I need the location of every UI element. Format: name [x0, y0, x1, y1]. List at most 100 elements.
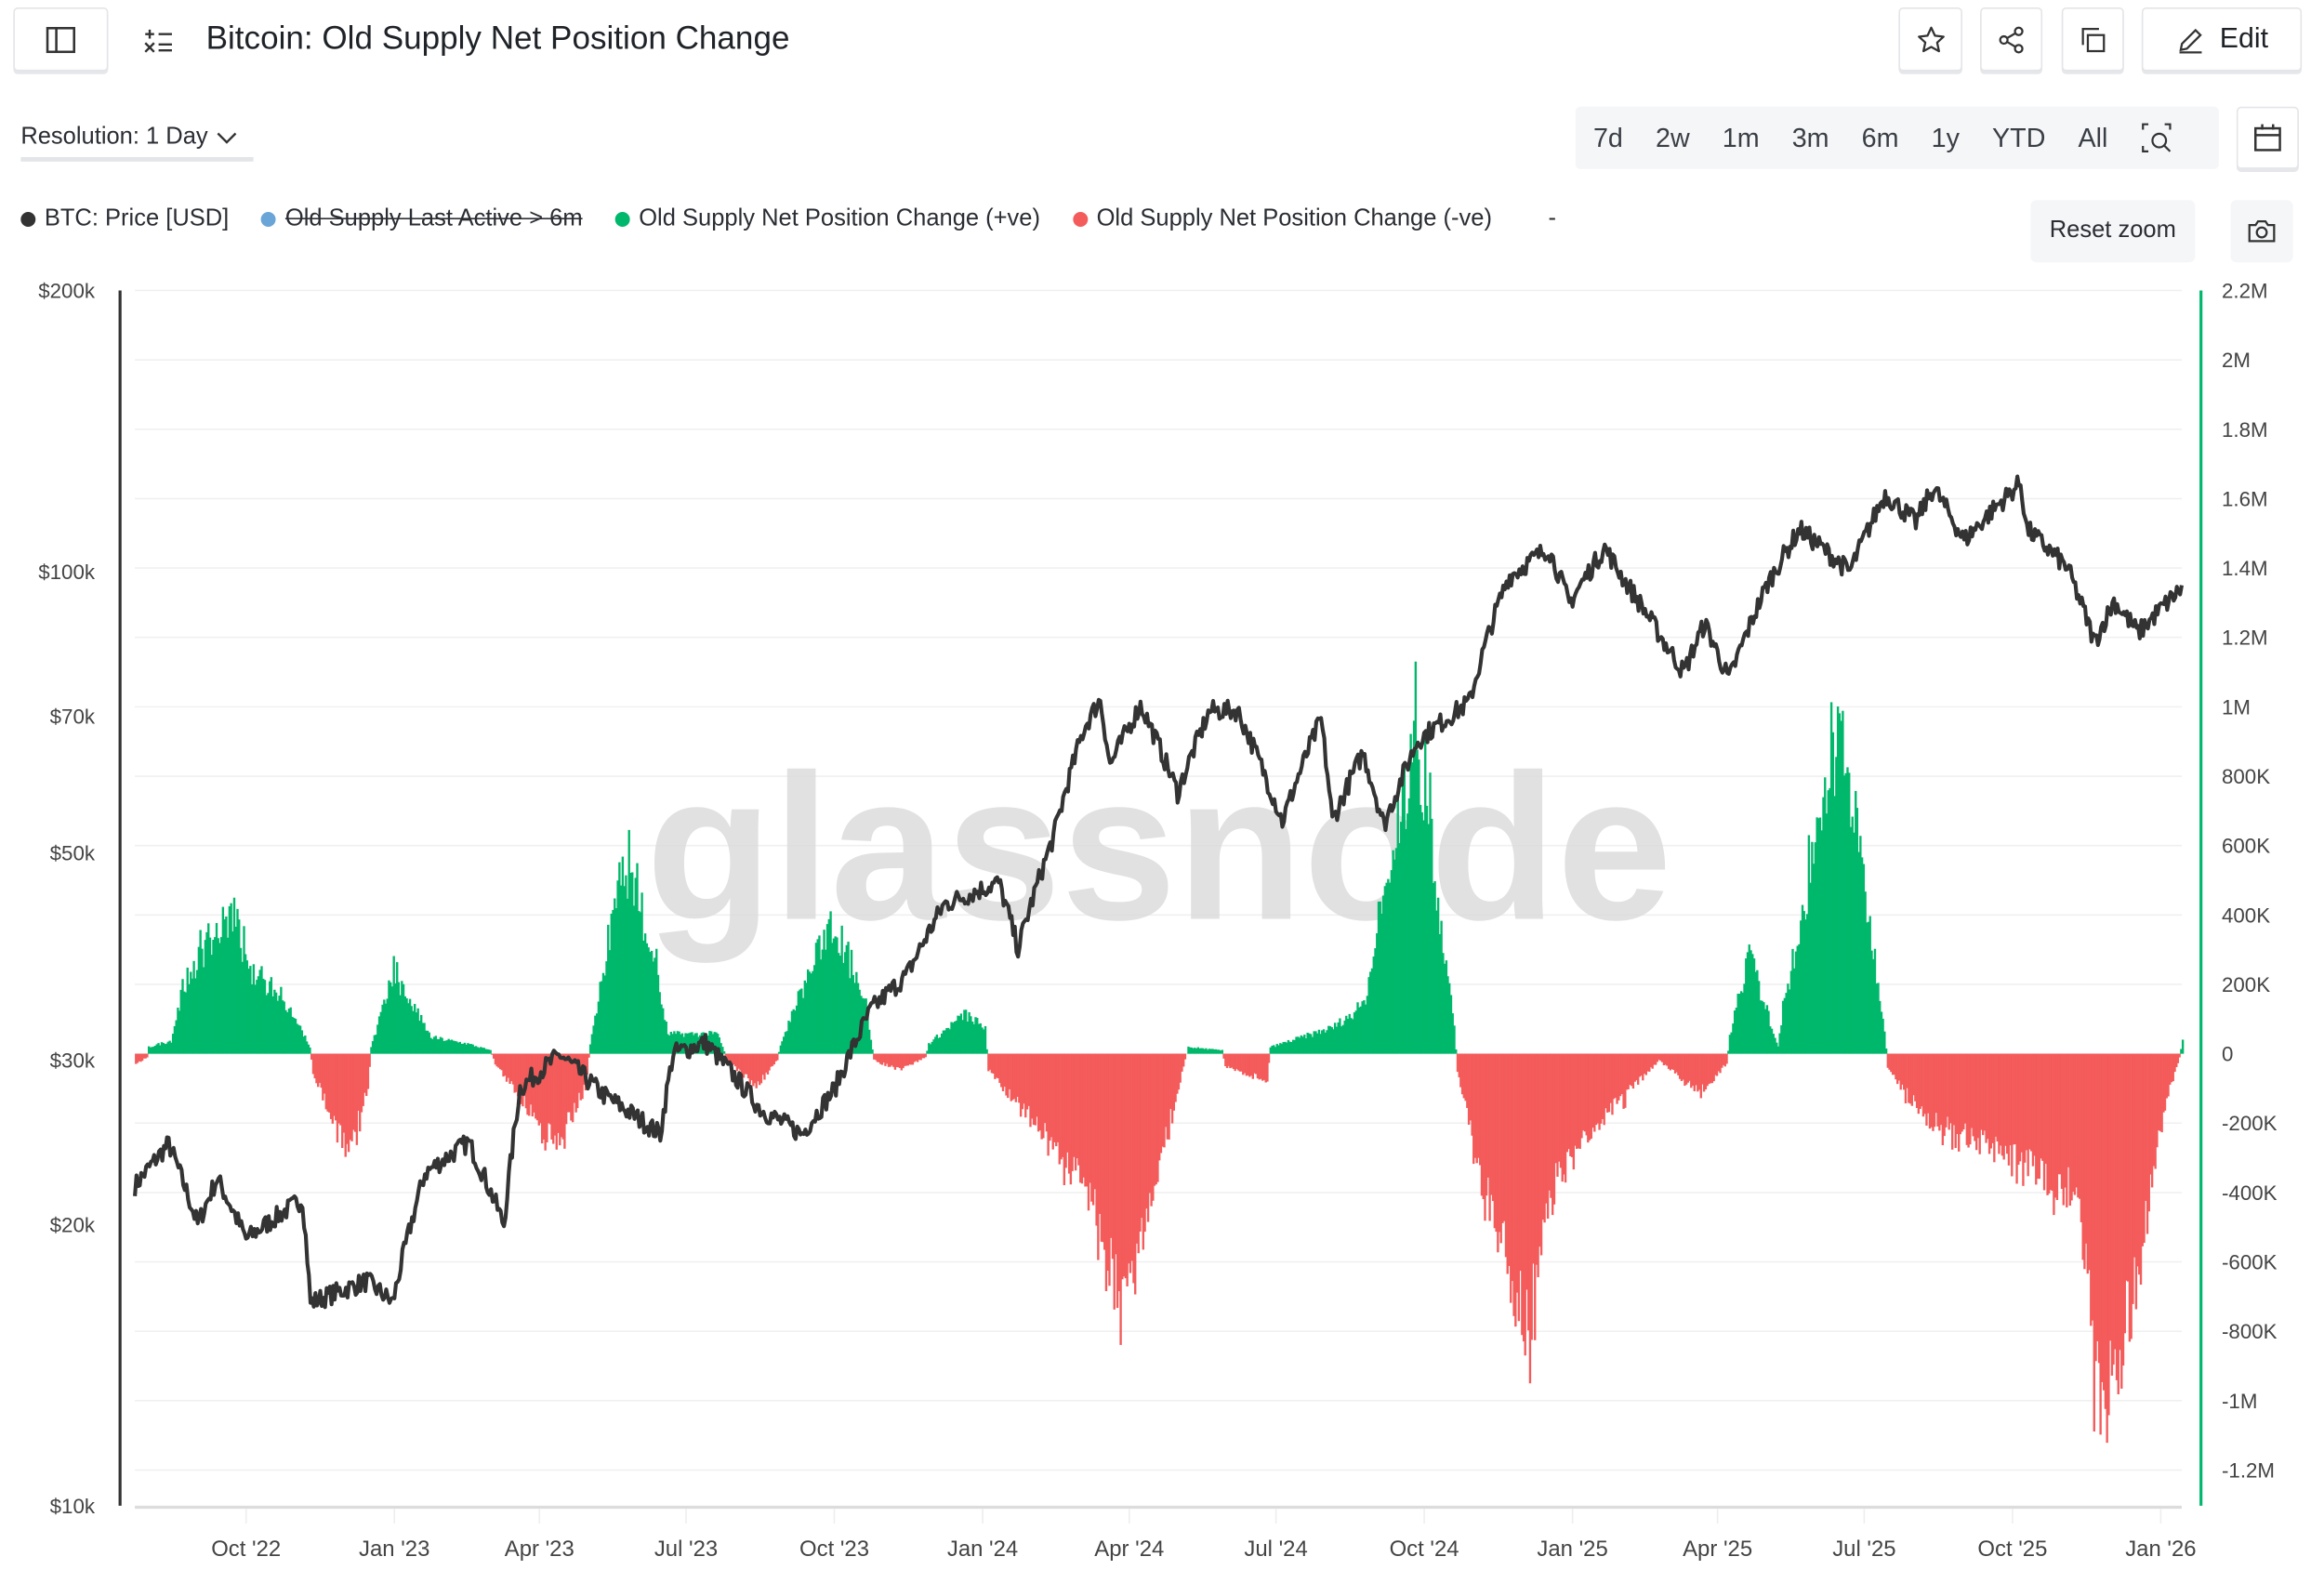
- bar-negative: [990, 1053, 994, 1074]
- bar-positive: [961, 1020, 964, 1054]
- bar-negative: [1959, 1053, 1961, 1135]
- bar-negative: [771, 1053, 774, 1066]
- screenshot-button[interactable]: [2230, 200, 2293, 263]
- bar-negative: [2125, 1053, 2128, 1281]
- bar-positive: [482, 1048, 485, 1054]
- range-6m[interactable]: 6m: [1861, 122, 1899, 152]
- bar-negative: [1103, 1053, 1106, 1250]
- bar-positive: [1273, 1045, 1275, 1054]
- legend-item-positive[interactable]: Old Supply Net Position Change (+ve): [614, 206, 1040, 233]
- range-all[interactable]: All: [2078, 122, 2108, 152]
- bar-negative: [1161, 1053, 1164, 1147]
- bar-positive: [1341, 1024, 1345, 1054]
- bar-positive: [191, 978, 194, 1054]
- range-1m[interactable]: 1m: [1722, 122, 1760, 152]
- bar-negative: [1480, 1053, 1484, 1196]
- legend-item-btc-price[interactable]: BTC: Price [USD]: [20, 206, 229, 233]
- bar-positive: [660, 1004, 663, 1054]
- bar-positive: [166, 1041, 170, 1054]
- bar-negative: [1037, 1053, 1040, 1132]
- bar-negative: [1535, 1053, 1538, 1265]
- bar-positive: [1332, 1029, 1335, 1054]
- bar-positive: [1400, 822, 1403, 1054]
- bar-negative: [561, 1053, 564, 1140]
- bar-positive: [1189, 1047, 1192, 1054]
- bar-negative: [1267, 1053, 1271, 1063]
- bar-positive: [827, 918, 831, 1054]
- bar-negative: [2117, 1053, 2119, 1395]
- bar-positive: [1848, 772, 1851, 1054]
- copy-button[interactable]: [2061, 7, 2124, 72]
- bar-positive: [603, 975, 606, 1054]
- bar-negative: [1248, 1053, 1251, 1077]
- bar-positive: [834, 936, 837, 1054]
- bar-negative: [1159, 1053, 1163, 1154]
- bar-positive: [1759, 1000, 1763, 1054]
- bar-negative: [772, 1053, 776, 1065]
- formula-button[interactable]: [144, 27, 174, 61]
- bar-positive: [1187, 1046, 1190, 1054]
- bar-negative: [1629, 1053, 1631, 1086]
- bar-positive: [942, 1030, 945, 1054]
- bar-negative: [1235, 1053, 1238, 1070]
- bar-negative: [1132, 1053, 1135, 1284]
- bar-negative: [1699, 1053, 1702, 1099]
- bar-positive: [1306, 1032, 1309, 1054]
- bar-negative: [491, 1053, 494, 1055]
- bar-positive: [263, 980, 267, 1054]
- legend-item-negative[interactable]: Old Supply Net Position Change (-ve): [1073, 206, 1492, 233]
- share-button[interactable]: [1980, 7, 2043, 72]
- bar-negative: [1047, 1053, 1050, 1156]
- bar-positive: [1390, 870, 1393, 1054]
- bar-positive: [1880, 1011, 1883, 1054]
- bar-negative: [1243, 1053, 1247, 1074]
- range-7d[interactable]: 7d: [1592, 122, 1623, 152]
- bar-negative: [1153, 1053, 1156, 1186]
- bar-positive: [1354, 1010, 1357, 1054]
- bar-positive: [638, 911, 640, 1054]
- range-2w[interactable]: 2w: [1655, 122, 1690, 152]
- range-ytd[interactable]: YTD: [1992, 122, 2046, 152]
- calendar-button[interactable]: [2236, 106, 2299, 169]
- bar-negative: [1904, 1053, 1908, 1104]
- bar-positive: [201, 948, 204, 1054]
- bar-negative: [1962, 1053, 1965, 1130]
- bar-positive: [1857, 851, 1860, 1054]
- bar-negative: [2077, 1053, 2080, 1198]
- bar-positive: [597, 1001, 601, 1054]
- bar-negative: [1055, 1053, 1058, 1147]
- zoom-select-icon[interactable]: [2140, 122, 2172, 154]
- bar-negative: [1888, 1053, 1891, 1070]
- bar-positive: [179, 989, 182, 1054]
- bar-positive: [210, 955, 213, 1054]
- range-3m[interactable]: 3m: [1791, 122, 1829, 152]
- bar-negative: [988, 1053, 992, 1070]
- edit-button[interactable]: Edit: [2141, 7, 2303, 72]
- bar-positive: [1290, 1042, 1293, 1054]
- bar-negative: [2102, 1053, 2106, 1391]
- resolution-dropdown[interactable]: Resolution: 1 Day: [20, 125, 254, 162]
- bar-positive: [280, 986, 283, 1054]
- bar-negative: [1710, 1053, 1714, 1084]
- bar-positive: [1862, 864, 1866, 1054]
- bar-negative: [1543, 1053, 1546, 1223]
- legend-item-old-supply[interactable]: Old Supply Last Active > 6m: [261, 206, 583, 233]
- reset-zoom-button[interactable]: Reset zoom: [2030, 200, 2196, 263]
- sidebar-toggle-button[interactable]: [13, 7, 109, 72]
- bar-negative: [2033, 1053, 2036, 1156]
- bar-positive: [1271, 1046, 1274, 1054]
- bar-negative: [1058, 1053, 1061, 1165]
- favorite-button[interactable]: [1898, 7, 1962, 72]
- bar-negative: [2107, 1053, 2110, 1416]
- bar-negative: [906, 1053, 909, 1066]
- bar-negative: [1541, 1053, 1545, 1220]
- range-1y[interactable]: 1y: [1931, 122, 1960, 152]
- bar-negative: [1550, 1053, 1552, 1198]
- bar-negative: [1238, 1053, 1242, 1072]
- bar-negative: [548, 1053, 552, 1125]
- bar-positive: [650, 950, 654, 1054]
- bar-negative: [1548, 1053, 1552, 1191]
- bar-negative: [1010, 1053, 1012, 1102]
- bar-positive: [468, 1044, 471, 1054]
